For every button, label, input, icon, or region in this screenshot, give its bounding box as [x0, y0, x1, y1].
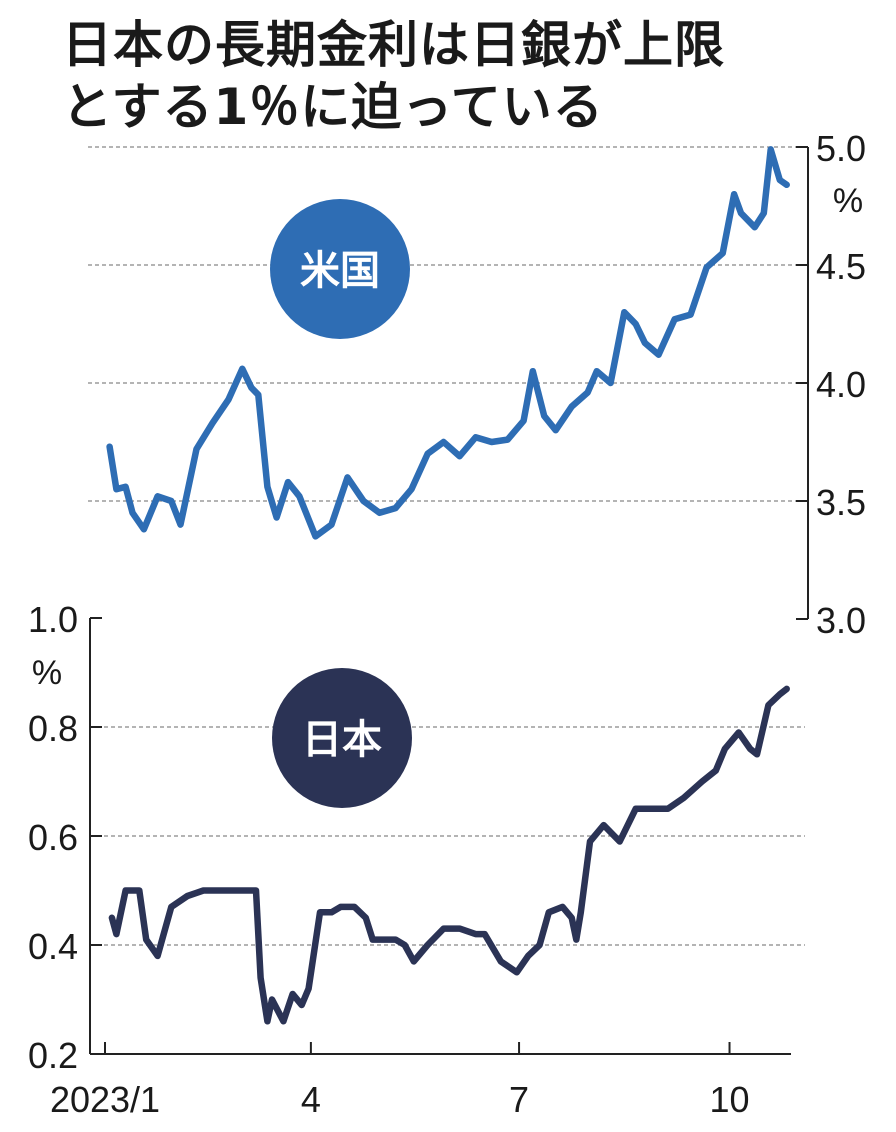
us-y-tick-label: 4.5	[816, 246, 866, 287]
us-y-tick-label: 5.0	[816, 128, 866, 169]
japan-y-tick-label: 0.4	[28, 926, 78, 967]
us-panel: 5.0 4.5 4.0 3.5 3.0% 米国	[88, 128, 866, 641]
japan-panel: 1.0 0.8 0.6 0.4 0.2% 日本	[28, 599, 805, 1076]
x-tick-label: 4	[301, 1079, 321, 1120]
x-axis: 2023/1 4 7 10	[50, 1042, 791, 1120]
japan-y-tick-label: 1.0	[28, 599, 78, 640]
japan-yield-line	[108, 685, 790, 1025]
us-badge	[270, 199, 410, 339]
us-yield-line	[106, 146, 790, 540]
japan-badge-label: 日本	[302, 717, 382, 763]
us-badge-label: 米国	[300, 248, 380, 294]
us-y-tick-label: 4.0	[816, 364, 866, 405]
chart-title-line1: 日本の長期金利は日銀が上限	[62, 16, 725, 74]
japan-unit-label: %	[32, 654, 62, 692]
x-tick-label: 2023/1	[50, 1079, 160, 1120]
x-tick-label: 7	[509, 1079, 529, 1120]
japan-badge	[272, 668, 412, 808]
japan-y-tick-label: 0.6	[28, 817, 78, 858]
japan-y-tick-label: 0.8	[28, 708, 78, 749]
us-y-tick-label: 3.0	[816, 600, 866, 641]
us-unit-label: %	[833, 182, 863, 220]
x-tick-label: 10	[709, 1079, 749, 1120]
chart-title-line2: とする1％に迫っている	[62, 78, 604, 136]
japan-y-tick-label: 0.2	[28, 1035, 78, 1076]
chart-title: 日本の長期金利は日銀が上限 とする1％に迫っている	[62, 14, 882, 138]
us-y-tick-label: 3.5	[816, 482, 866, 523]
